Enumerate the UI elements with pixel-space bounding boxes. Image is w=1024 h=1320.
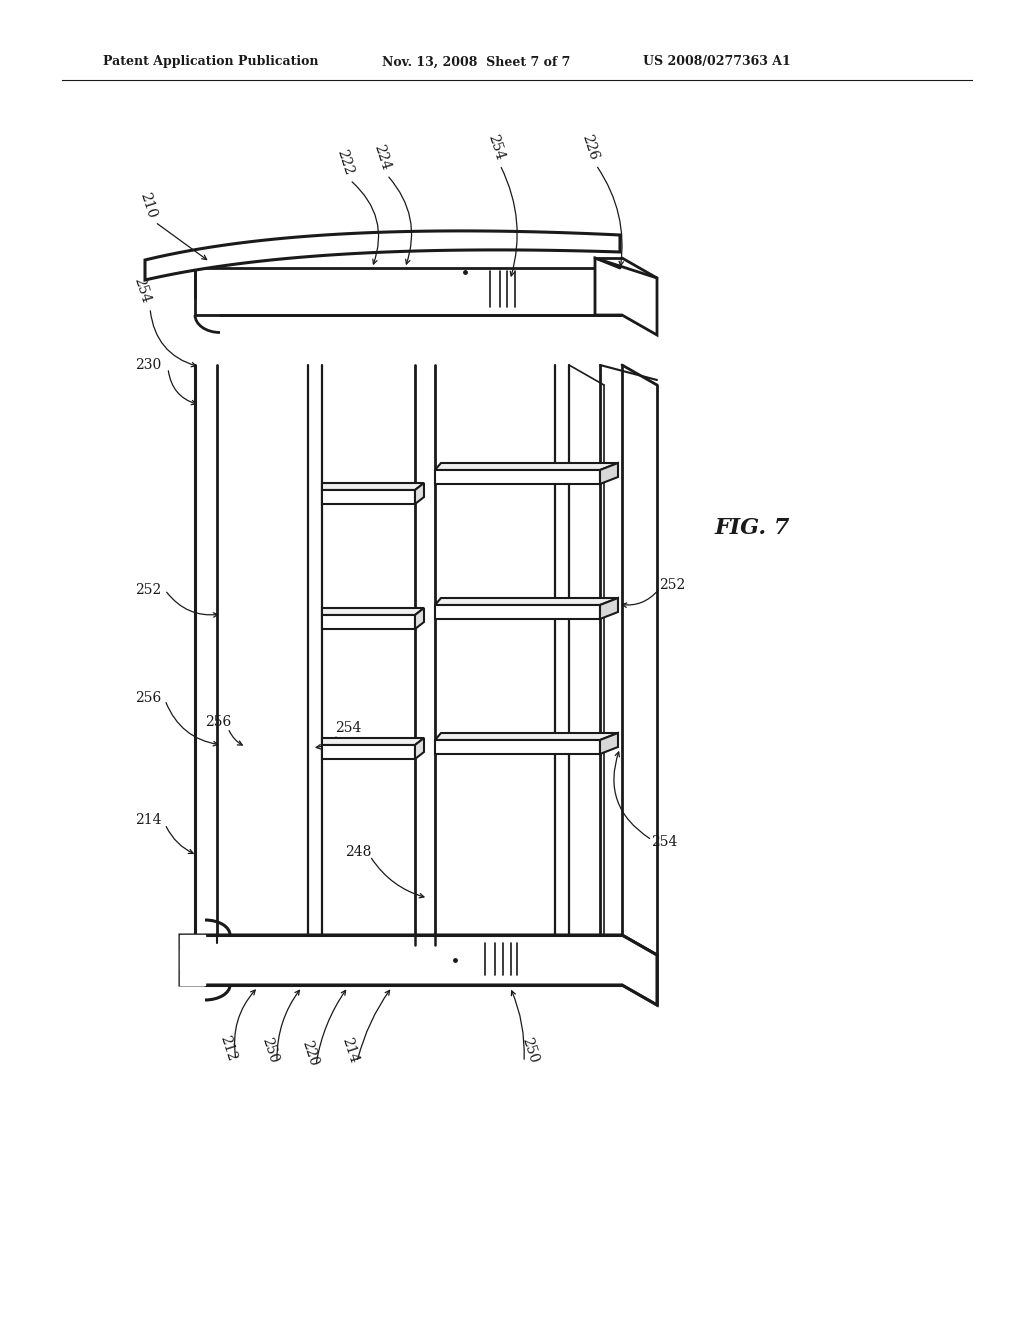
Text: 212: 212 xyxy=(217,1034,239,1063)
Text: 248: 248 xyxy=(345,845,371,859)
Text: 254: 254 xyxy=(485,132,507,162)
Polygon shape xyxy=(435,463,618,470)
Text: 222: 222 xyxy=(334,148,355,177)
Text: 250: 250 xyxy=(519,1035,541,1065)
Text: 252: 252 xyxy=(135,583,161,597)
Polygon shape xyxy=(435,470,600,484)
Text: 220: 220 xyxy=(299,1039,321,1068)
Text: 226: 226 xyxy=(580,132,601,161)
Polygon shape xyxy=(145,231,620,280)
Polygon shape xyxy=(322,615,415,630)
Text: 214: 214 xyxy=(135,813,161,828)
Text: 250: 250 xyxy=(259,1035,281,1065)
Polygon shape xyxy=(322,490,415,504)
Text: US 2008/0277363 A1: US 2008/0277363 A1 xyxy=(643,55,791,69)
Text: 256: 256 xyxy=(135,690,161,705)
Polygon shape xyxy=(195,268,620,315)
Text: 254: 254 xyxy=(335,721,361,735)
Text: Nov. 13, 2008  Sheet 7 of 7: Nov. 13, 2008 Sheet 7 of 7 xyxy=(382,55,570,69)
Polygon shape xyxy=(180,935,657,1005)
Polygon shape xyxy=(322,744,415,759)
Text: 214: 214 xyxy=(339,1035,360,1065)
Polygon shape xyxy=(415,738,424,759)
Text: Patent Application Publication: Patent Application Publication xyxy=(103,55,318,69)
Polygon shape xyxy=(600,598,618,619)
Polygon shape xyxy=(322,609,424,615)
Polygon shape xyxy=(600,463,618,484)
Polygon shape xyxy=(322,738,424,744)
Polygon shape xyxy=(180,935,205,985)
Text: 230: 230 xyxy=(135,358,161,372)
Polygon shape xyxy=(600,733,618,754)
Text: 254: 254 xyxy=(131,276,153,305)
Text: FIG. 7: FIG. 7 xyxy=(715,517,791,539)
Polygon shape xyxy=(435,605,600,619)
Polygon shape xyxy=(415,483,424,504)
Polygon shape xyxy=(415,609,424,630)
Polygon shape xyxy=(595,257,657,335)
Polygon shape xyxy=(435,598,618,605)
Polygon shape xyxy=(322,483,424,490)
Polygon shape xyxy=(435,741,600,754)
Polygon shape xyxy=(435,733,618,741)
Text: 256: 256 xyxy=(205,715,231,729)
Text: 254: 254 xyxy=(651,836,677,849)
Text: 252: 252 xyxy=(658,578,685,591)
Text: 224: 224 xyxy=(372,143,393,172)
Text: 210: 210 xyxy=(137,190,159,219)
